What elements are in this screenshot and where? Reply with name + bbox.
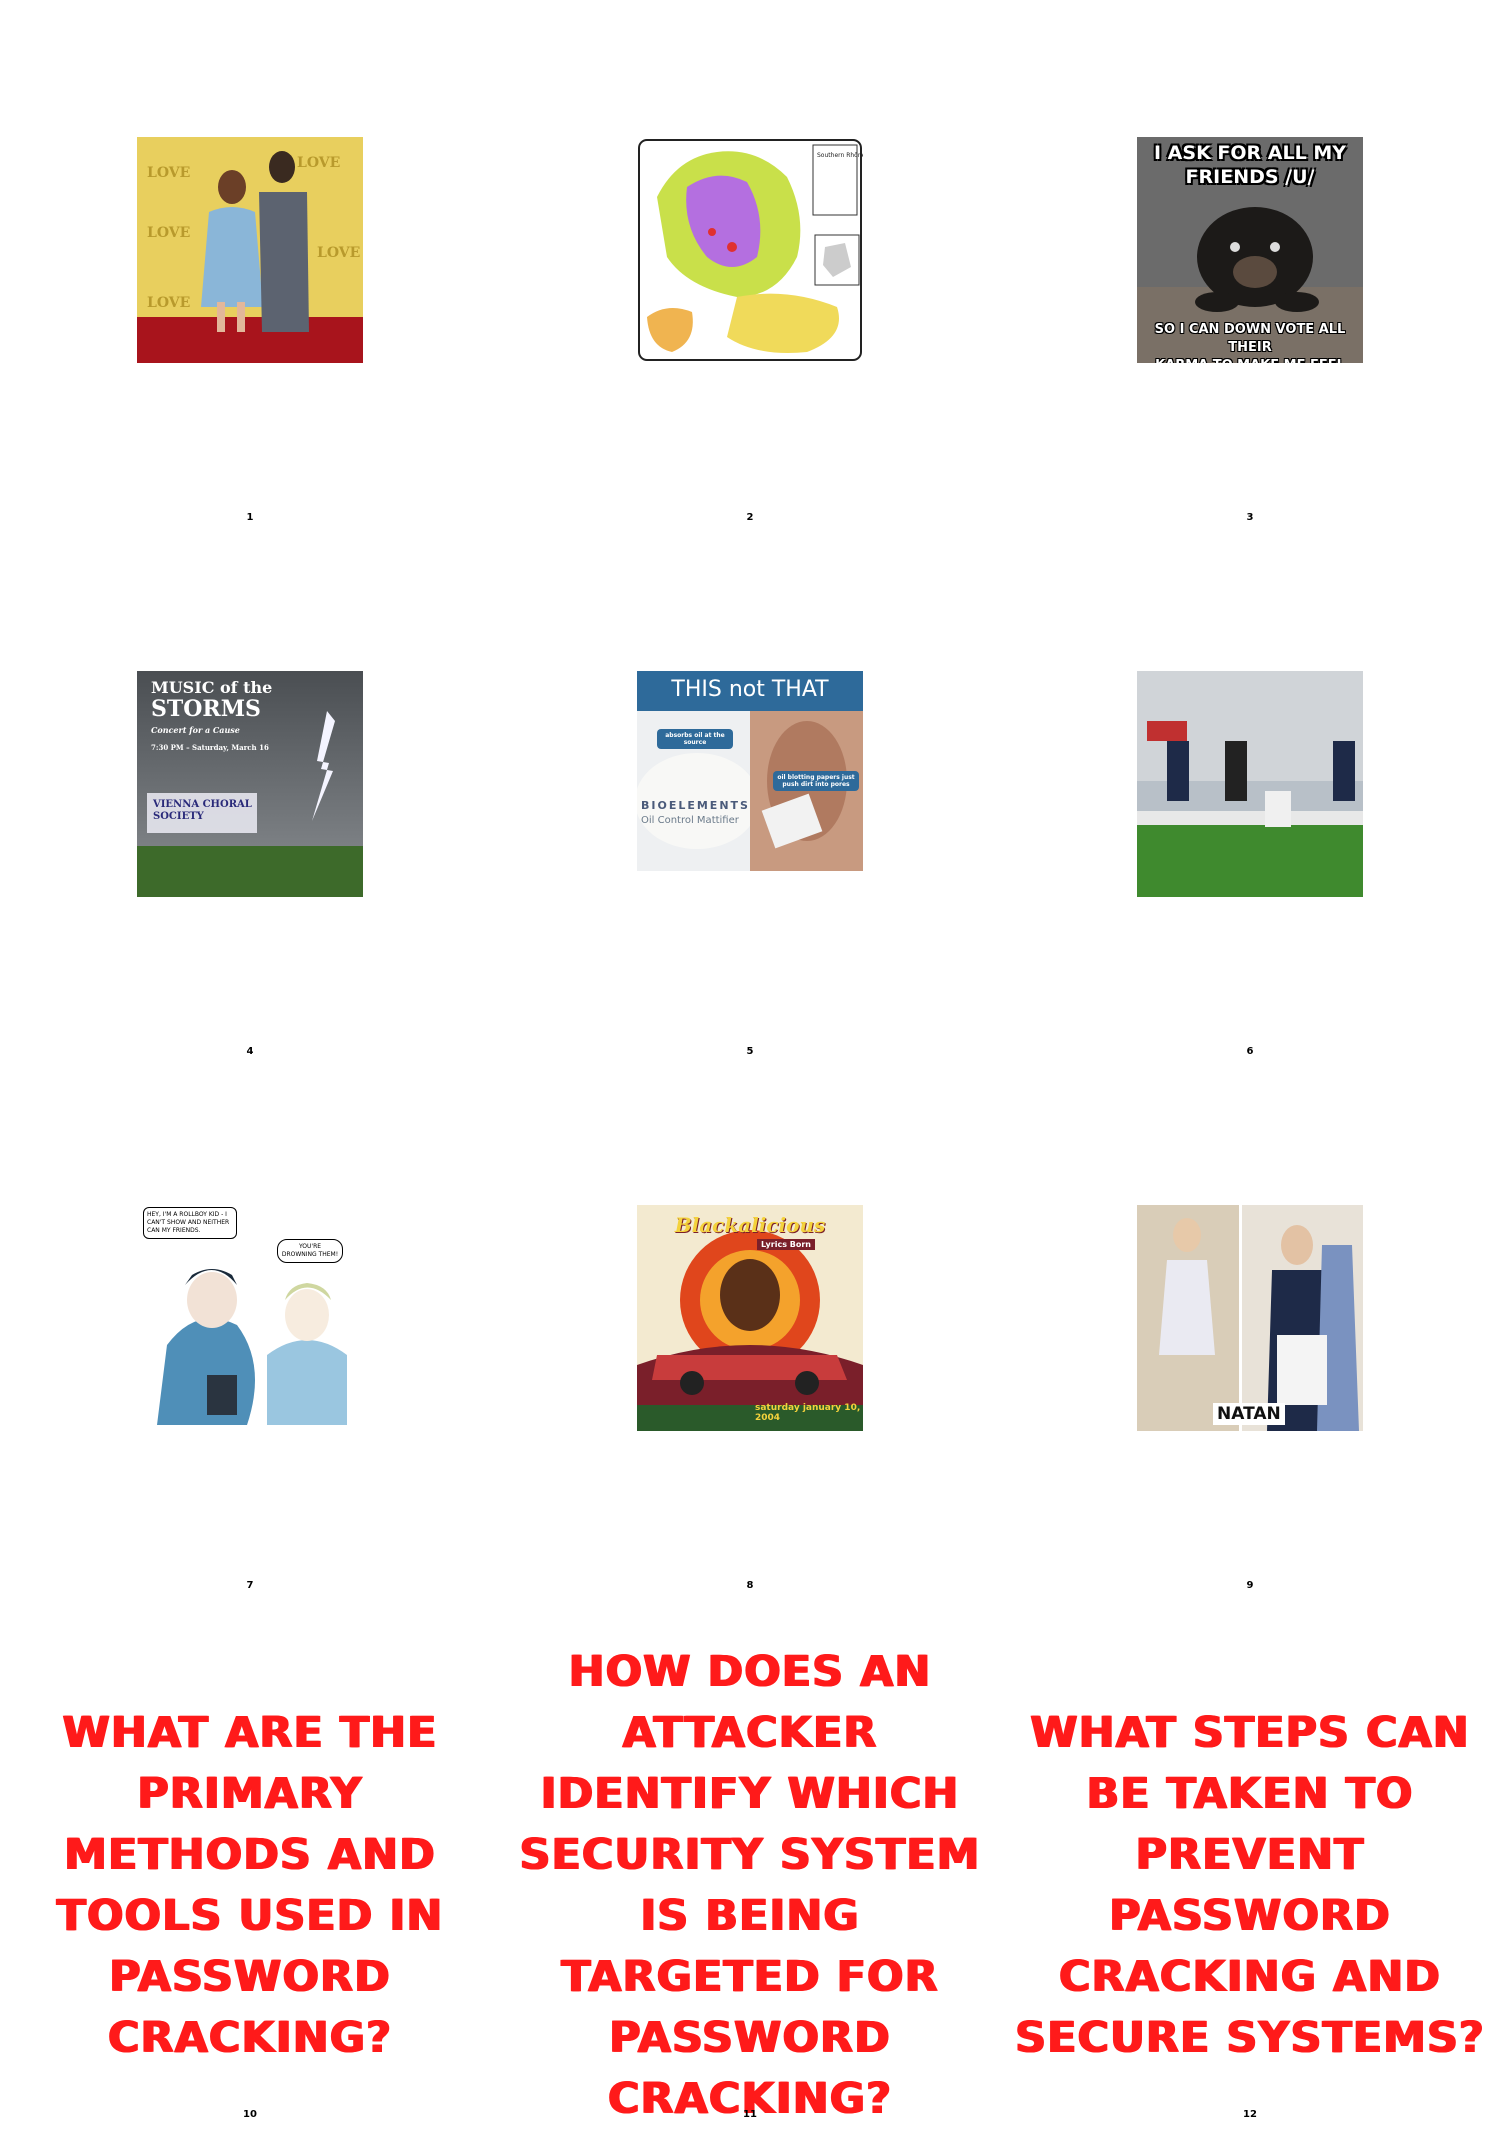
storm-poster-image — [137, 671, 363, 897]
backdrop-text-1: LOVE — [147, 165, 190, 181]
backdrop-text-5: LOVE — [317, 245, 360, 261]
ad-product: Oil Control Mattifier — [641, 815, 739, 826]
bioelements-ad: THIS not THAT absorbs oil at the source … — [637, 671, 863, 897]
blackalicious-poster: Blackalicious Lyrics Born saturday janua… — [637, 1205, 863, 1431]
cell-number: 6 — [1246, 1046, 1254, 1057]
poster-title: Blackalicious — [674, 1213, 826, 1237]
ad-header: THIS not THAT — [671, 677, 829, 702]
photo-red-carpet-couple: LOVE LOVE LOVE LOVE LOVE — [137, 137, 363, 363]
confession-bear-meme: I ASK FOR ALL MY FRIENDS /U/ SO I CAN DO… — [1137, 137, 1363, 363]
red-carpet-image: LOVE LOVE LOVE LOVE LOVE — [137, 137, 363, 363]
cell-number: 11 — [743, 2109, 757, 2120]
wine-region-map: Southern Rhône — [637, 137, 863, 363]
cell-number: 10 — [243, 2109, 257, 2120]
football-red-card-photo — [1137, 671, 1363, 897]
poster-subtitle: Concert for a Cause — [151, 725, 240, 735]
comic-illustration: HEY, I'M A ROLLBOY KID - I CAN'T SHOW AN… — [137, 1205, 363, 1431]
ad-bubble-1: absorbs oil at the source — [657, 729, 733, 749]
poster-title-1: MUSIC of the — [151, 678, 273, 697]
meme-top-caption: I ASK FOR ALL MY FRIENDS /U/ — [1154, 142, 1346, 188]
cell-number: 3 — [1246, 512, 1254, 523]
concert-poster-image — [637, 1205, 863, 1431]
ad-bubble-2: oil blotting papers just push dirt into … — [773, 771, 859, 791]
cell-number: 4 — [246, 1046, 254, 1057]
backdrop-text-3: LOVE — [147, 295, 190, 311]
cell-number: 1 — [246, 512, 254, 523]
map-legend-title: Southern Rhône — [817, 152, 863, 159]
comic-speech-2: YOU'RE DROWNING THEM! — [277, 1239, 343, 1263]
backdrop-text-2: LOVE — [147, 225, 190, 241]
meme-bottom-caption-2: KARMA TO MAKE ME FEEL BETTER — [1137, 357, 1363, 363]
cell-number: 5 — [746, 1046, 754, 1057]
poster-subtitle: Lyrics Born — [757, 1239, 815, 1250]
poster-title-2: STORMS — [151, 696, 261, 722]
poster-date: 7:30 PM – Saturday, March 16 — [151, 743, 269, 752]
poster-date: saturday january 10, 2004 — [755, 1403, 861, 1423]
cell-number: 7 — [246, 1580, 254, 1591]
meme-image — [1137, 137, 1363, 363]
map-southern-rhone: Southern Rhône — [637, 137, 863, 363]
cell-number: 2 — [746, 512, 754, 523]
comic-speech-1: HEY, I'M A ROLLBOY KID - I CAN'T SHOW AN… — [143, 1207, 237, 1239]
meme-bottom-caption-1: SO I CAN DOWN VOTE ALL THEIR — [1154, 322, 1346, 355]
poster-org: VIENNA CHORAL SOCIETY — [153, 799, 252, 822]
brand-label: NATAN — [1213, 1403, 1285, 1425]
music-storms-poster: MUSIC of the STORMS Concert for a Cause … — [137, 671, 363, 897]
cell-number: 8 — [746, 1580, 754, 1591]
cell-number: 12 — [1243, 2109, 1257, 2120]
cell-number: 9 — [1246, 1580, 1254, 1591]
ad-brand: BIOELEMENTS — [641, 799, 750, 812]
football-image — [1137, 671, 1363, 897]
fashion-image — [1137, 1205, 1363, 1431]
question-prevent-cracking: WHAT STEPS CAN BE TAKEN TO PREVENT PASSW… — [1015, 1708, 1485, 2063]
natan-fashion-photo: NATAN — [1137, 1205, 1363, 1431]
backdrop-text-4: LOVE — [297, 155, 340, 171]
question-identify-target: HOW DOES AN ATTACKER IDENTIFY WHICH SECU… — [519, 1647, 981, 2124]
question-methods-tools: WHAT ARE THE PRIMARY METHODS AND TOOLS U… — [56, 1708, 444, 2063]
comic-image — [137, 1205, 363, 1431]
